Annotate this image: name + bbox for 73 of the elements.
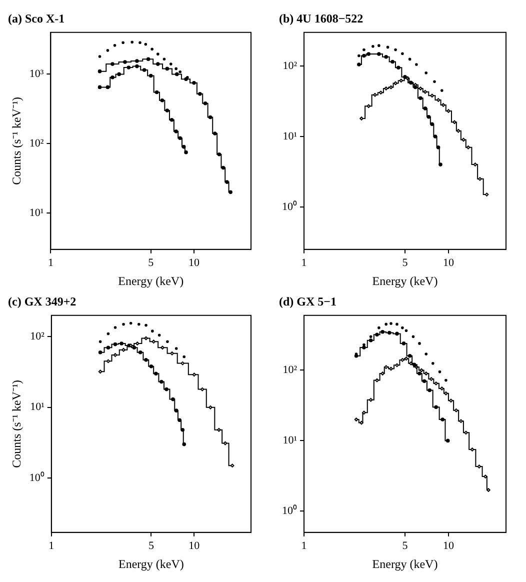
point <box>366 104 371 108</box>
x-axis-title: Energy (keV) <box>372 556 438 571</box>
point <box>395 363 399 368</box>
point <box>464 430 468 435</box>
point <box>400 358 404 362</box>
chart-title: (d) GX 5−1 <box>279 294 337 308</box>
point <box>373 92 377 97</box>
x-tick-label: 10 <box>443 256 454 269</box>
y-tick-label: 10² <box>29 138 44 150</box>
point <box>375 378 379 382</box>
x-tick-label: 5 <box>402 540 408 552</box>
y-axis-title: Counts (s⁻¹ keV⁻¹) <box>9 96 24 185</box>
x-tick-label: 10 <box>443 540 454 552</box>
point <box>429 377 434 381</box>
point <box>424 372 428 376</box>
chart-title: (c) GX 349+2 <box>8 294 76 308</box>
x-tick-label: 5 <box>148 540 154 552</box>
point <box>368 398 373 402</box>
point <box>394 81 398 86</box>
point <box>389 85 393 90</box>
point <box>459 419 463 423</box>
point <box>452 120 456 124</box>
point <box>441 103 446 107</box>
x-tick-label: 1 <box>301 256 307 269</box>
y-tick-label: 10¹ <box>282 434 297 447</box>
y-tick-label: 10² <box>282 60 298 72</box>
point <box>378 90 383 94</box>
y-tick-label: 10⁰ <box>29 470 44 484</box>
y-tick-label: 10² <box>282 364 298 376</box>
x-axis-title: Energy (keV) <box>372 274 438 288</box>
point <box>389 366 393 371</box>
y-tick-label: 10⁰ <box>282 200 297 213</box>
x-tick-label: 5 <box>148 256 154 269</box>
x-axis-title: Energy (keV) <box>118 556 184 571</box>
point <box>484 192 489 196</box>
point <box>440 386 444 390</box>
x-tick-label: 5 <box>402 256 408 269</box>
x-axis-title: Energy (keV) <box>118 274 184 288</box>
point <box>430 94 434 98</box>
point <box>399 78 404 83</box>
point <box>436 98 440 102</box>
point <box>470 448 474 452</box>
x-tick-label: 1 <box>301 540 307 552</box>
y-tick-label: 10¹ <box>29 206 44 219</box>
point <box>466 146 470 150</box>
point <box>446 109 450 113</box>
y-tick-label: 10³ <box>29 68 44 80</box>
y-tick-label: 10¹ <box>282 130 297 142</box>
point <box>449 398 453 403</box>
y-axis-title: Counts (s⁻¹ keV⁻¹) <box>9 380 24 468</box>
point <box>354 418 358 422</box>
y-tick-label: 10¹ <box>30 401 44 414</box>
point <box>444 391 448 396</box>
point <box>454 408 458 412</box>
point <box>473 162 478 166</box>
point <box>420 368 424 372</box>
point <box>380 372 385 376</box>
point <box>404 356 408 361</box>
point <box>456 129 460 133</box>
y-tick-label: 10⁰ <box>282 504 297 518</box>
point <box>384 365 388 369</box>
point <box>384 86 388 90</box>
point <box>434 382 438 386</box>
point <box>478 177 482 181</box>
y-tick-label: 10² <box>30 330 46 343</box>
chart-title: (a) Sco X-1 <box>8 11 65 26</box>
x-tick-label: 1 <box>48 256 54 269</box>
x-tick-label: 10 <box>188 256 200 269</box>
x-tick-label: 10 <box>188 540 200 552</box>
chart-title: (b) 4U 1608−522 <box>279 11 364 26</box>
point <box>462 138 466 142</box>
x-tick-label: 1 <box>48 540 54 552</box>
point <box>360 420 364 425</box>
